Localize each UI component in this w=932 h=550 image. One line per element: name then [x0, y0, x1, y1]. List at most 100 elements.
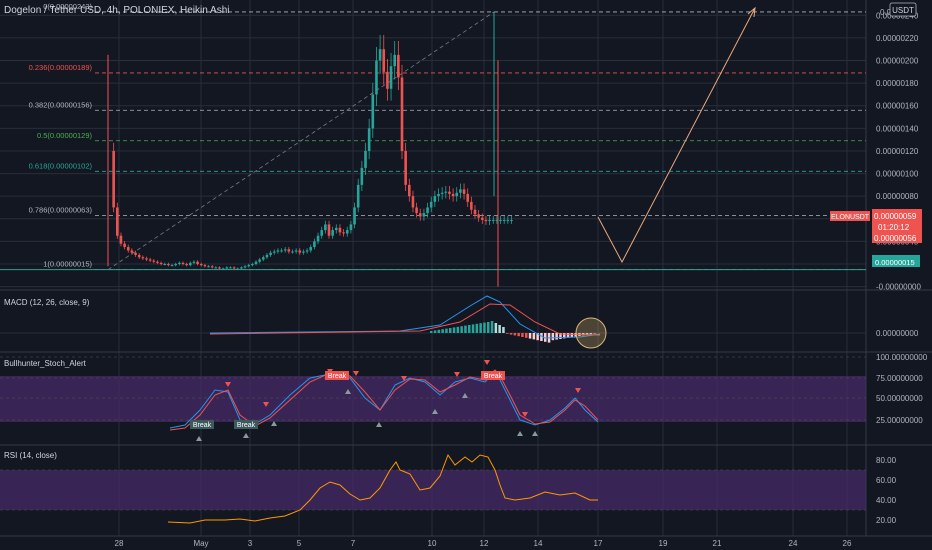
candle-body [433, 196, 437, 202]
candle-body [353, 207, 356, 225]
candle-body [137, 254, 141, 258]
candle-body [185, 264, 188, 266]
sell-signal-icon [522, 412, 528, 417]
stoch-tick: 100.00000000 [876, 353, 928, 362]
macd-histogram-bar [528, 333, 532, 339]
rsi-pane: RSI (14, close) 80.00 60.00 40.00 20.00 [0, 451, 897, 525]
candle-body [130, 250, 134, 253]
x-tick-label: May [193, 539, 208, 548]
buy-signal-icon [345, 389, 351, 394]
rsi-band [0, 470, 866, 510]
sell-signal-icon [454, 372, 460, 377]
candle-body [382, 49, 386, 72]
macd-histogram-bar [460, 326, 463, 333]
candle-body [232, 267, 236, 269]
macd-histogram-bar [464, 325, 467, 333]
macd-histogram-bar [555, 333, 558, 340]
macd-histogram-bar [430, 331, 433, 333]
candle-body [207, 266, 210, 268]
candle-body [437, 193, 440, 197]
candle-body [349, 224, 353, 231]
stoch-tick: 50.00000000 [876, 394, 923, 403]
candle-body [397, 54, 400, 78]
candle-body [466, 193, 469, 202]
candle-body [470, 201, 473, 210]
candle-body [371, 94, 375, 129]
price-tag [872, 209, 922, 243]
candle-body [367, 128, 371, 151]
price-tick-label: 0.00000200 [876, 57, 919, 66]
stoch-band [0, 376, 866, 422]
fib-label: 0.236(0.00000189) [29, 63, 93, 72]
buy-signal-icon [532, 431, 538, 436]
candle-body [510, 219, 513, 221]
candle-body [356, 184, 360, 208]
candle-body [236, 268, 240, 270]
candle-body [400, 77, 404, 151]
price-tick-label: 0.00000140 [876, 124, 919, 133]
candle-body [364, 150, 367, 168]
fib-trend-line [107, 11, 495, 270]
currency-badge [889, 2, 917, 17]
macd-histogram-bar [544, 333, 547, 342]
sell-signal-icon [575, 388, 581, 393]
candle-body [148, 259, 152, 261]
macd-histogram-bar [525, 333, 528, 338]
projection-path[interactable] [597, 6, 756, 264]
x-tick-label: 3 [248, 539, 253, 548]
stoch-tick: 75.00000000 [876, 374, 923, 383]
rsi-line [167, 453, 598, 524]
candle-body [404, 150, 407, 185]
candle-body [229, 267, 232, 269]
candle-body [345, 230, 349, 234]
macd-histogram-bar [563, 333, 566, 339]
candle-body [262, 257, 265, 260]
break-badge [325, 371, 349, 380]
macd-histogram-bar [452, 327, 456, 333]
macd-histogram-bar [570, 333, 574, 338]
x-tick-label: 24 [789, 539, 798, 548]
stoch-label: Bullhunter_Stoch_Alert [4, 359, 87, 368]
x-tick-label: 10 [428, 539, 437, 548]
macd-histogram-bar [490, 321, 494, 333]
macd-signal [209, 303, 601, 336]
candle-body [240, 267, 243, 269]
candle-body [152, 260, 156, 262]
sell-signal-icon [401, 376, 407, 381]
candle-body [199, 264, 203, 266]
candle-body [163, 264, 167, 265]
candle-body [272, 251, 276, 253]
candle-body [254, 261, 258, 264]
macd-histogram-bar [498, 325, 501, 333]
sell-signal-icon [263, 402, 269, 407]
candle-body [378, 49, 382, 61]
candle-body [192, 261, 196, 263]
fib-retracement[interactable]: 0(0.00000243) 0.236(0.00000189) 0.382(0.00… [0, 2, 866, 271]
currency-badge-label: USDT [892, 6, 914, 15]
macd-histogram-bar [593, 333, 596, 334]
symbol-tag [830, 211, 870, 221]
x-tick-label: 14 [534, 539, 543, 548]
x-tick-label: 12 [480, 539, 489, 548]
candle-body [411, 196, 415, 208]
price-tick-label: 0.00000100 [876, 170, 919, 179]
buy-signal-icon [517, 431, 523, 436]
macd-histogram-bar [475, 323, 479, 333]
candle-body [145, 258, 148, 260]
chart-title: Dogelon / Tether USD, 4h, POLONIEX, Heik… [4, 5, 229, 16]
candle-body [495, 219, 499, 221]
sell-signal-icon [484, 360, 490, 365]
candle-body [506, 219, 510, 221]
fib-label: 0.382(0.00000156) [29, 100, 93, 109]
candle-body [440, 192, 444, 194]
buy-signal-icon [432, 409, 438, 414]
candle-body [218, 267, 221, 269]
x-tick-label: 5 [297, 539, 302, 548]
candle-body [389, 66, 393, 89]
macd-histogram-bar [532, 333, 536, 340]
candle-body [327, 224, 331, 236]
rsi-tick: 20.00 [876, 516, 897, 525]
candle-body [324, 224, 327, 231]
price-candles [107, 11, 513, 287]
